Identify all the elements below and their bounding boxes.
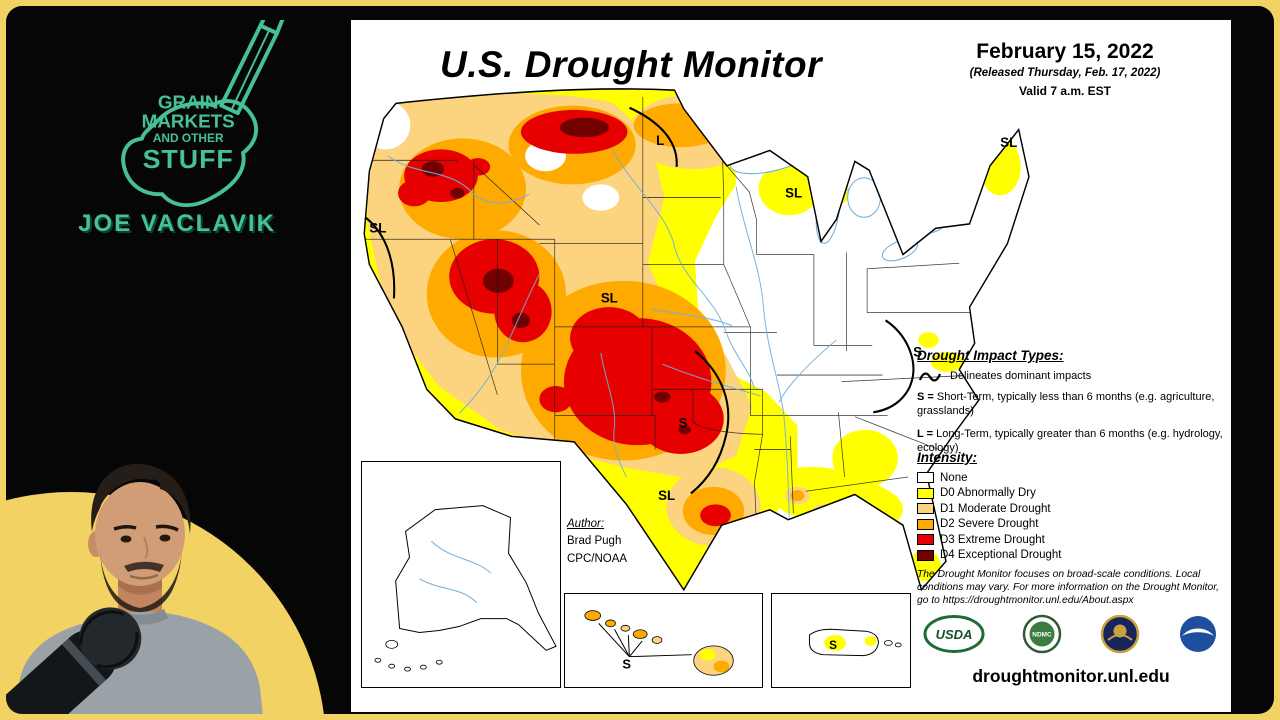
host-webcam bbox=[6, 463, 263, 714]
commerce-logo bbox=[1100, 614, 1140, 654]
alaska-inset bbox=[361, 461, 561, 688]
legend-swatch bbox=[917, 472, 934, 484]
website-url: droughtmonitor.unl.edu bbox=[972, 666, 1170, 686]
map-label: SL bbox=[1000, 135, 1017, 150]
rivers bbox=[387, 147, 837, 518]
puerto-rico-impact-label: S bbox=[829, 639, 837, 652]
legend-label: D4 Exceptional Drought bbox=[940, 549, 1062, 562]
legend-item-d0: D0 Abnormally Dry bbox=[917, 486, 1225, 502]
puerto-rico-inset: S bbox=[771, 593, 911, 688]
legend-item-d2: D2 Severe Drought bbox=[917, 517, 1225, 533]
usda-logo: USDA bbox=[923, 615, 985, 653]
legend-swatch bbox=[917, 487, 934, 499]
legend-swatch bbox=[917, 518, 934, 530]
ndmc-logo: NDMC bbox=[1022, 614, 1062, 654]
author-name: Brad Pugh bbox=[567, 535, 622, 548]
map-release-date: (Released Thursday, Feb. 17, 2022) bbox=[969, 67, 1161, 79]
microphone-icon bbox=[6, 607, 142, 714]
map-label: SL bbox=[658, 488, 675, 503]
legend-swatch bbox=[917, 534, 934, 546]
legend-item-none: None bbox=[917, 470, 1225, 486]
author-org: CPC/NOAA bbox=[567, 552, 628, 565]
squiggle-line-icon bbox=[918, 372, 942, 382]
legend-label: D2 Severe Drought bbox=[940, 518, 1039, 531]
logo-line: STUFF bbox=[143, 144, 234, 174]
svg-text:USDA: USDA bbox=[936, 627, 973, 642]
legend-swatch bbox=[917, 549, 934, 561]
map-label: S bbox=[679, 415, 688, 430]
map-valid-time: Valid 7 a.m. EST bbox=[1018, 84, 1112, 98]
hawaii-impact-label: S bbox=[622, 656, 631, 671]
legend-swatch bbox=[917, 503, 934, 515]
map-title: U.S. Drought Monitor bbox=[440, 44, 822, 85]
logo-text: GRAIN MARKETS AND OTHER STUFF bbox=[142, 92, 235, 174]
impact-region-labels: SL L SL SL SL S S SL bbox=[369, 133, 1017, 503]
drought-monitor-graphic: U.S. Drought Monitor February 15, 2022 (… bbox=[351, 20, 1231, 712]
alaska-map bbox=[374, 505, 557, 672]
map-label: SL bbox=[601, 290, 618, 305]
us-outline bbox=[363, 88, 1030, 592]
noaa-logo bbox=[1180, 616, 1216, 652]
author-heading: Author: bbox=[567, 518, 605, 530]
puerto-rico-map: S bbox=[808, 628, 902, 657]
logo-line: AND OTHER bbox=[153, 132, 224, 145]
map-author-block: Author: Brad Pugh CPC/NOAA bbox=[567, 516, 627, 568]
intensity-heading: Intensity: bbox=[917, 450, 978, 465]
impact-types-heading: Drought Impact Types: bbox=[917, 348, 1064, 363]
map-label: L bbox=[656, 133, 664, 148]
legend-item-d1: D1 Moderate Drought bbox=[917, 501, 1225, 517]
legend-label: D0 Abnormally Dry bbox=[940, 487, 1036, 500]
channel-logo: GRAIN MARKETS AND OTHER STUFF bbox=[121, 20, 287, 208]
logo-line: GRAIN bbox=[158, 92, 219, 113]
impact-short-term: S = Short-Term, typically less than 6 mo… bbox=[917, 391, 1215, 418]
guitar-icon bbox=[121, 20, 287, 208]
map-date-block: February 15, 2022 (Released Thursday, Fe… bbox=[909, 40, 1221, 98]
host-name: JOE VACLAVIK bbox=[78, 210, 276, 237]
map-label: S bbox=[913, 344, 922, 359]
map-label: SL bbox=[369, 220, 386, 235]
agency-logos: USDA NDMC bbox=[917, 614, 1225, 654]
svg-text:NDMC: NDMC bbox=[1032, 632, 1052, 639]
delineates-label: Delineates dominant impacts bbox=[950, 370, 1092, 382]
logo-line: MARKETS bbox=[142, 111, 235, 132]
legend-item-d3: D3 Extreme Drought bbox=[917, 532, 1225, 548]
background-panel: GRAIN MARKETS AND OTHER STUFF JOE VACLAV… bbox=[6, 6, 1274, 714]
impact-long-term: L = Long-Term, typically greater than 6 … bbox=[917, 427, 1223, 454]
legend-label: D3 Extreme Drought bbox=[940, 533, 1045, 546]
legend-label: D1 Moderate Drought bbox=[940, 502, 1051, 515]
intensity-legend: Intensity: None D0 Abnormally Dry D1 Mod… bbox=[917, 450, 1225, 563]
map-disclaimer: The Drought Monitor focuses on broad-sca… bbox=[917, 569, 1219, 607]
impact-boundaries bbox=[364, 106, 915, 495]
map-label: SL bbox=[785, 185, 802, 200]
legend-item-d4: D4 Exceptional Drought bbox=[917, 548, 1225, 564]
legend-label: None bbox=[940, 471, 968, 484]
hawaii-map: S bbox=[584, 610, 734, 676]
map-date: February 15, 2022 bbox=[976, 40, 1154, 63]
hawaii-inset: S bbox=[564, 593, 763, 688]
impact-types-block: Drought Impact Types: Delineates dominan… bbox=[917, 348, 1225, 463]
